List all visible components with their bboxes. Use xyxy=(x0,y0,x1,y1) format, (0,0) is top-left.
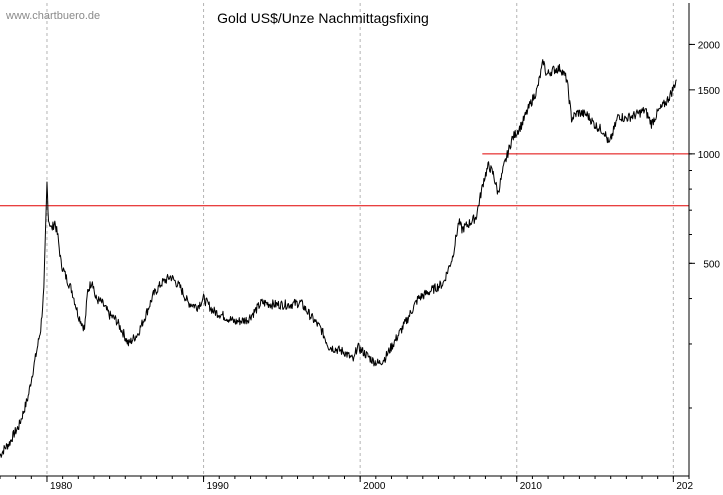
x-tick-label: 1990 xyxy=(207,481,230,490)
y-tick-label: 1000 xyxy=(698,150,721,161)
x-tick-label: 2010 xyxy=(520,481,543,490)
gold-price-line xyxy=(0,59,677,458)
y-tick-label: 2000 xyxy=(698,40,721,51)
reference-lines xyxy=(0,153,689,207)
y-tick-label: 1500 xyxy=(698,86,721,97)
x-tick-label: 202 xyxy=(676,481,693,490)
chart-title: Gold US$/Unze Nachmittagsfixing xyxy=(217,10,429,26)
vertical-grid xyxy=(46,3,674,476)
axes: 1980 1990 2000 2010 202 500 1000 1500 2000 xyxy=(0,3,721,492)
watermark-text: www.chartbuero.de xyxy=(5,10,100,22)
x-tick-label: 1980 xyxy=(50,481,73,490)
y-tick-label: 500 xyxy=(703,259,720,270)
price-series xyxy=(0,59,677,458)
x-tick-label: 2000 xyxy=(363,481,386,490)
